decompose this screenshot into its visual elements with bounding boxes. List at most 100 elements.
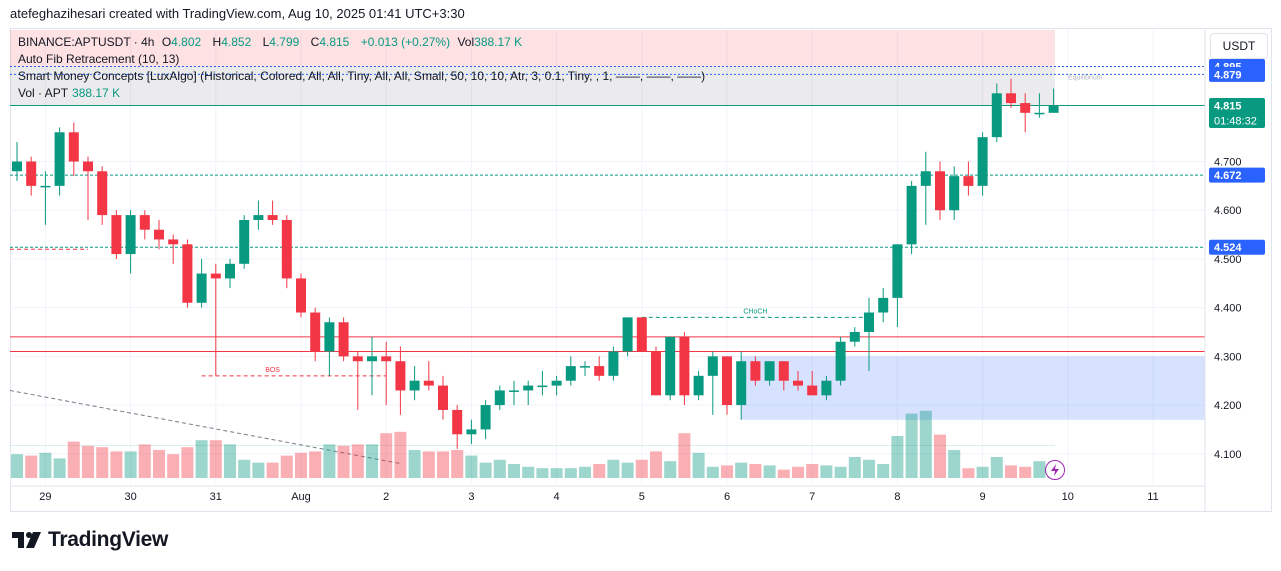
price-label xyxy=(1209,167,1265,183)
candle xyxy=(665,336,676,396)
chart-frame[interactable] xyxy=(10,28,1272,512)
volume-bar xyxy=(53,458,66,478)
volume-bar xyxy=(806,464,819,478)
x-tick-label: 3 xyxy=(468,491,474,503)
candle xyxy=(26,161,37,186)
x-tick-label: 29 xyxy=(39,491,51,503)
candle xyxy=(707,356,718,376)
currency-button[interactable]: USDT xyxy=(1210,33,1268,59)
candle xyxy=(594,366,605,376)
candle xyxy=(565,366,576,381)
x-tick-label: 5 xyxy=(639,491,645,503)
price-label-text: 4.524 xyxy=(1214,242,1242,254)
candle xyxy=(1006,93,1016,104)
volume-bar xyxy=(25,455,38,478)
volume-bar xyxy=(366,444,378,478)
volume-bar xyxy=(153,450,165,478)
candle xyxy=(338,322,349,357)
volume-bar xyxy=(252,462,265,478)
candle xyxy=(764,361,775,381)
volume-bar xyxy=(522,466,535,478)
candle xyxy=(651,351,661,396)
candle xyxy=(722,356,732,406)
x-tick-label: 6 xyxy=(724,491,730,503)
candle xyxy=(679,336,690,396)
volume-bar xyxy=(110,451,123,478)
volume-zone xyxy=(10,445,1055,446)
candle xyxy=(963,176,974,186)
volume-bar xyxy=(792,466,804,478)
volume-bar xyxy=(408,450,421,478)
candle xyxy=(920,171,931,186)
volume-bar xyxy=(536,468,549,478)
volume-bar xyxy=(635,459,648,478)
y-tick-label: 4.500 xyxy=(1214,254,1242,266)
volume-bar xyxy=(422,451,435,478)
volume-bar xyxy=(238,459,251,478)
candle xyxy=(12,161,22,172)
volume-bar xyxy=(124,451,137,478)
candle xyxy=(111,215,122,255)
y-tick-label: 4.700 xyxy=(1214,157,1242,169)
volume-bar xyxy=(195,440,208,478)
volume-bar xyxy=(266,462,279,478)
candle xyxy=(239,219,250,264)
volume-bar xyxy=(67,441,80,478)
volume-bar xyxy=(777,469,790,478)
indicator-smc[interactable]: Smart Money Concepts [LuxAlgo] (Historic… xyxy=(18,69,706,83)
volume-bar xyxy=(451,450,464,478)
bolt-icon[interactable] xyxy=(1045,460,1065,480)
volume-bar xyxy=(508,464,520,478)
symbol-label[interactable]: BINANCE:APTUSDT · 4h xyxy=(18,35,155,49)
volume-bar xyxy=(39,452,52,478)
indicator-volume[interactable]: Vol · APT 388.17 K xyxy=(18,86,121,100)
candle xyxy=(83,161,93,172)
x-tick-label: 9 xyxy=(980,491,986,503)
x-tick-label: Aug xyxy=(291,491,311,503)
high-value: H4.852 xyxy=(212,35,252,49)
volume-bar xyxy=(564,468,577,478)
candle xyxy=(210,273,221,279)
volume-bar xyxy=(735,462,748,478)
volume-bar xyxy=(11,454,23,478)
volume-bar xyxy=(891,436,904,478)
equilibrium-zone xyxy=(10,66,1055,106)
tradingview-logo-icon xyxy=(12,532,41,548)
volume-bar xyxy=(309,451,322,478)
tradingview-logo: TradingView xyxy=(12,528,168,552)
y-tick-label: 4.600 xyxy=(1214,205,1242,217)
volume-bar xyxy=(209,440,222,478)
candle xyxy=(523,385,534,391)
candle xyxy=(438,385,448,410)
volume-bar xyxy=(394,431,407,478)
candle xyxy=(750,361,761,381)
volume-bar xyxy=(493,459,506,478)
candle xyxy=(310,312,321,352)
candle xyxy=(423,380,434,386)
chart-annotation: Equilibrium xyxy=(1068,75,1103,82)
volume-bar xyxy=(863,459,875,478)
candle xyxy=(693,375,704,396)
volume-bar xyxy=(877,464,890,478)
price-label-text: 4.672 xyxy=(1214,170,1242,182)
volume-bar xyxy=(1033,461,1046,478)
candle xyxy=(367,356,377,362)
x-tick-label: 31 xyxy=(210,491,222,503)
volume-bar xyxy=(593,464,606,478)
volume-bar xyxy=(167,454,180,478)
candle xyxy=(935,171,945,211)
volume-bar xyxy=(1005,465,1017,478)
candle xyxy=(253,215,264,220)
candle xyxy=(480,405,491,430)
y-tick-label: 4.200 xyxy=(1214,400,1242,412)
volume-bar xyxy=(1019,466,1032,478)
volume-bar xyxy=(905,413,918,478)
x-tick-label: 8 xyxy=(894,491,900,503)
volume-bar xyxy=(820,465,833,478)
candle xyxy=(949,176,960,211)
volume-bar xyxy=(962,468,975,478)
candle xyxy=(40,185,51,188)
candle xyxy=(395,361,406,391)
indicator-fib[interactable]: Auto Fib Retracement (10, 13) xyxy=(18,52,180,66)
